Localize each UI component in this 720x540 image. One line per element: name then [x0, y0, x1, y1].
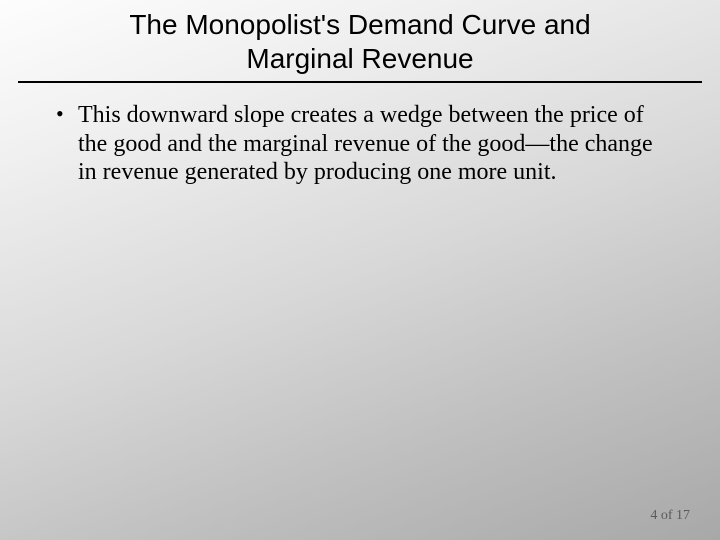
bullet-list: This downward slope creates a wedge betw… — [50, 101, 670, 186]
bullet-item: This downward slope creates a wedge betw… — [50, 101, 670, 186]
slide: The Monopolist's Demand Curve and Margin… — [0, 0, 720, 540]
page-indicator: 4 of 17 — [650, 508, 690, 524]
slide-body: This downward slope creates a wedge betw… — [0, 83, 720, 186]
slide-title: The Monopolist's Demand Curve and Margin… — [18, 0, 702, 83]
